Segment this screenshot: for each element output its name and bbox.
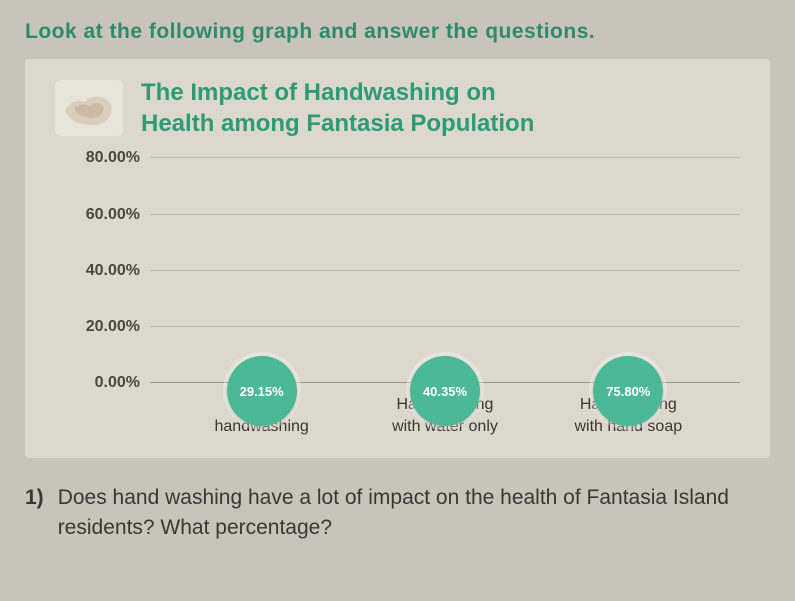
question-number: 1) — [25, 483, 44, 544]
value-badge: 29.15% — [227, 356, 297, 426]
y-tick-label: 0.00% — [55, 374, 140, 392]
y-tick-label: 80.00% — [55, 149, 140, 167]
question-text: Does hand washing have a lot of impact o… — [58, 483, 770, 544]
y-tick-label: 40.00% — [55, 262, 140, 280]
value-badge: 75.80% — [593, 356, 663, 426]
value-badge: 40.35% — [410, 356, 480, 426]
chart-title-line2: Health among Fantasia Population — [141, 110, 534, 137]
chart-title-line1: The Impact of Handwashing on — [141, 79, 496, 106]
y-tick-label: 20.00% — [55, 318, 140, 336]
handwash-icon — [55, 80, 123, 136]
instruction-text: Look at the following graph and answer t… — [25, 20, 770, 44]
chart-header: The Impact of Handwashing on Health amon… — [55, 77, 740, 139]
bars: 29.15%40.35%75.80% — [150, 157, 740, 382]
chart-container: The Impact of Handwashing on Health amon… — [25, 59, 770, 458]
y-tick-label: 60.00% — [55, 206, 140, 224]
plot-area: 0.00%20.00%40.00%60.00%80.00% 29.15%40.3… — [150, 157, 740, 382]
question-row: 1) Does hand washing have a lot of impac… — [25, 483, 770, 544]
chart-title: The Impact of Handwashing on Health amon… — [141, 77, 534, 139]
